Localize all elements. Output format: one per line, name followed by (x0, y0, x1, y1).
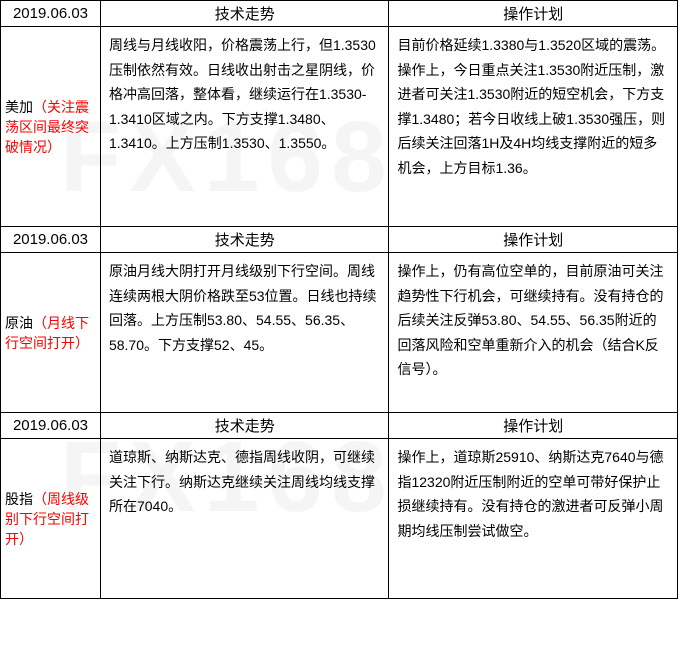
date-cell: 2019.06.03 (1, 227, 101, 253)
instrument-name: 股指 (5, 491, 33, 507)
date-cell: 2019.06.03 (1, 1, 101, 27)
header-trend: 技术走势 (100, 413, 389, 439)
header-plan: 操作计划 (389, 413, 678, 439)
table-row: 美加（关注震荡区间最终突破情况） 周线与月线收阳，价格震荡上行，但1.3530压… (1, 27, 678, 227)
date-cell: 2019.06.03 (1, 413, 101, 439)
header-plan: 操作计划 (389, 1, 678, 27)
trend-cell: 周线与月线收阳，价格震荡上行，但1.3530压制依然有效。日线收出射击之星阴线，… (100, 27, 389, 227)
table-header-row: 2019.06.03 技术走势 操作计划 (1, 227, 678, 253)
plan-cell: 操作上，仍有高位空单的，目前原油可关注趋势性下行机会，可继续持有。没有持仓的后续… (389, 253, 678, 413)
instrument-label: 美加（关注震荡区间最终突破情况） (1, 27, 101, 227)
instrument-label: 原油（月线下行空间打开） (1, 253, 101, 413)
plan-cell: 操作上，道琼斯25910、纳斯达克7640与德指12320附近压制附近的空单可带… (389, 439, 678, 599)
plan-cell: 目前价格延续1.3380与1.3520区域的震荡。操作上，今日重点关注1.353… (389, 27, 678, 227)
analysis-table: 2019.06.03 技术走势 操作计划 美加（关注震荡区间最终突破情况） 周线… (0, 0, 678, 599)
instrument-name: 美加 (5, 99, 33, 115)
instrument-name: 原油 (5, 315, 33, 331)
trend-cell: 道琼斯、纳斯达克、德指周线收阴，可继续关注下行。纳斯达克继续关注周线均线支撑所在… (100, 439, 389, 599)
header-trend: 技术走势 (100, 1, 389, 27)
header-trend: 技术走势 (100, 227, 389, 253)
table-row: 股指（周线级别下行空间打开） 道琼斯、纳斯达克、德指周线收阴，可继续关注下行。纳… (1, 439, 678, 599)
table-header-row: 2019.06.03 技术走势 操作计划 (1, 413, 678, 439)
header-plan: 操作计划 (389, 227, 678, 253)
table-header-row: 2019.06.03 技术走势 操作计划 (1, 1, 678, 27)
table-row: 原油（月线下行空间打开） 原油月线大阴打开月线级别下行空间。周线连续两根大阴价格… (1, 253, 678, 413)
trend-cell: 原油月线大阴打开月线级别下行空间。周线连续两根大阴价格跌至53位置。日线也持续回… (100, 253, 389, 413)
instrument-label: 股指（周线级别下行空间打开） (1, 439, 101, 599)
